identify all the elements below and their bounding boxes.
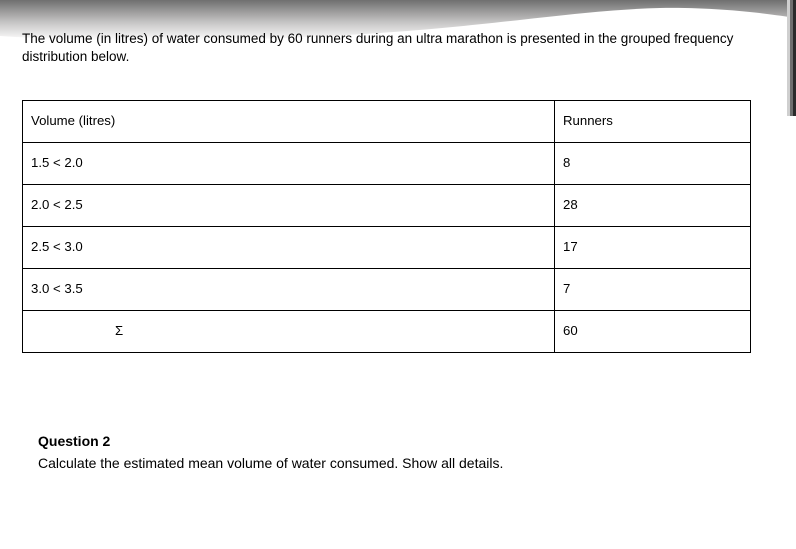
question-label: Question 2 [38,433,772,449]
table-header-row: Volume (litres) Runners [23,101,751,143]
table-row: 1.5 < 2.0 8 [23,143,751,185]
cell-total: 60 [555,311,751,353]
cell-sigma: Σ [23,311,555,353]
table-row: 2.5 < 3.0 17 [23,227,751,269]
cell-freq: 17 [555,227,751,269]
page-right-edge-shadow [787,0,796,116]
table-row: 2.0 < 2.5 28 [23,185,751,227]
intro-paragraph: The volume (in litres) of water consumed… [22,30,752,66]
frequency-table: Volume (litres) Runners 1.5 < 2.0 8 2.0 … [22,100,751,353]
cell-freq: 28 [555,185,751,227]
cell-range: 2.0 < 2.5 [23,185,555,227]
table-total-row: Σ 60 [23,311,751,353]
question-text: Calculate the estimated mean volume of w… [38,455,772,471]
table-row: 3.0 < 3.5 7 [23,269,751,311]
cell-range: 1.5 < 2.0 [23,143,555,185]
col-header-volume: Volume (litres) [23,101,555,143]
col-header-runners: Runners [555,101,751,143]
cell-range: 2.5 < 3.0 [23,227,555,269]
cell-freq: 8 [555,143,751,185]
cell-freq: 7 [555,269,751,311]
cell-range: 3.0 < 3.5 [23,269,555,311]
